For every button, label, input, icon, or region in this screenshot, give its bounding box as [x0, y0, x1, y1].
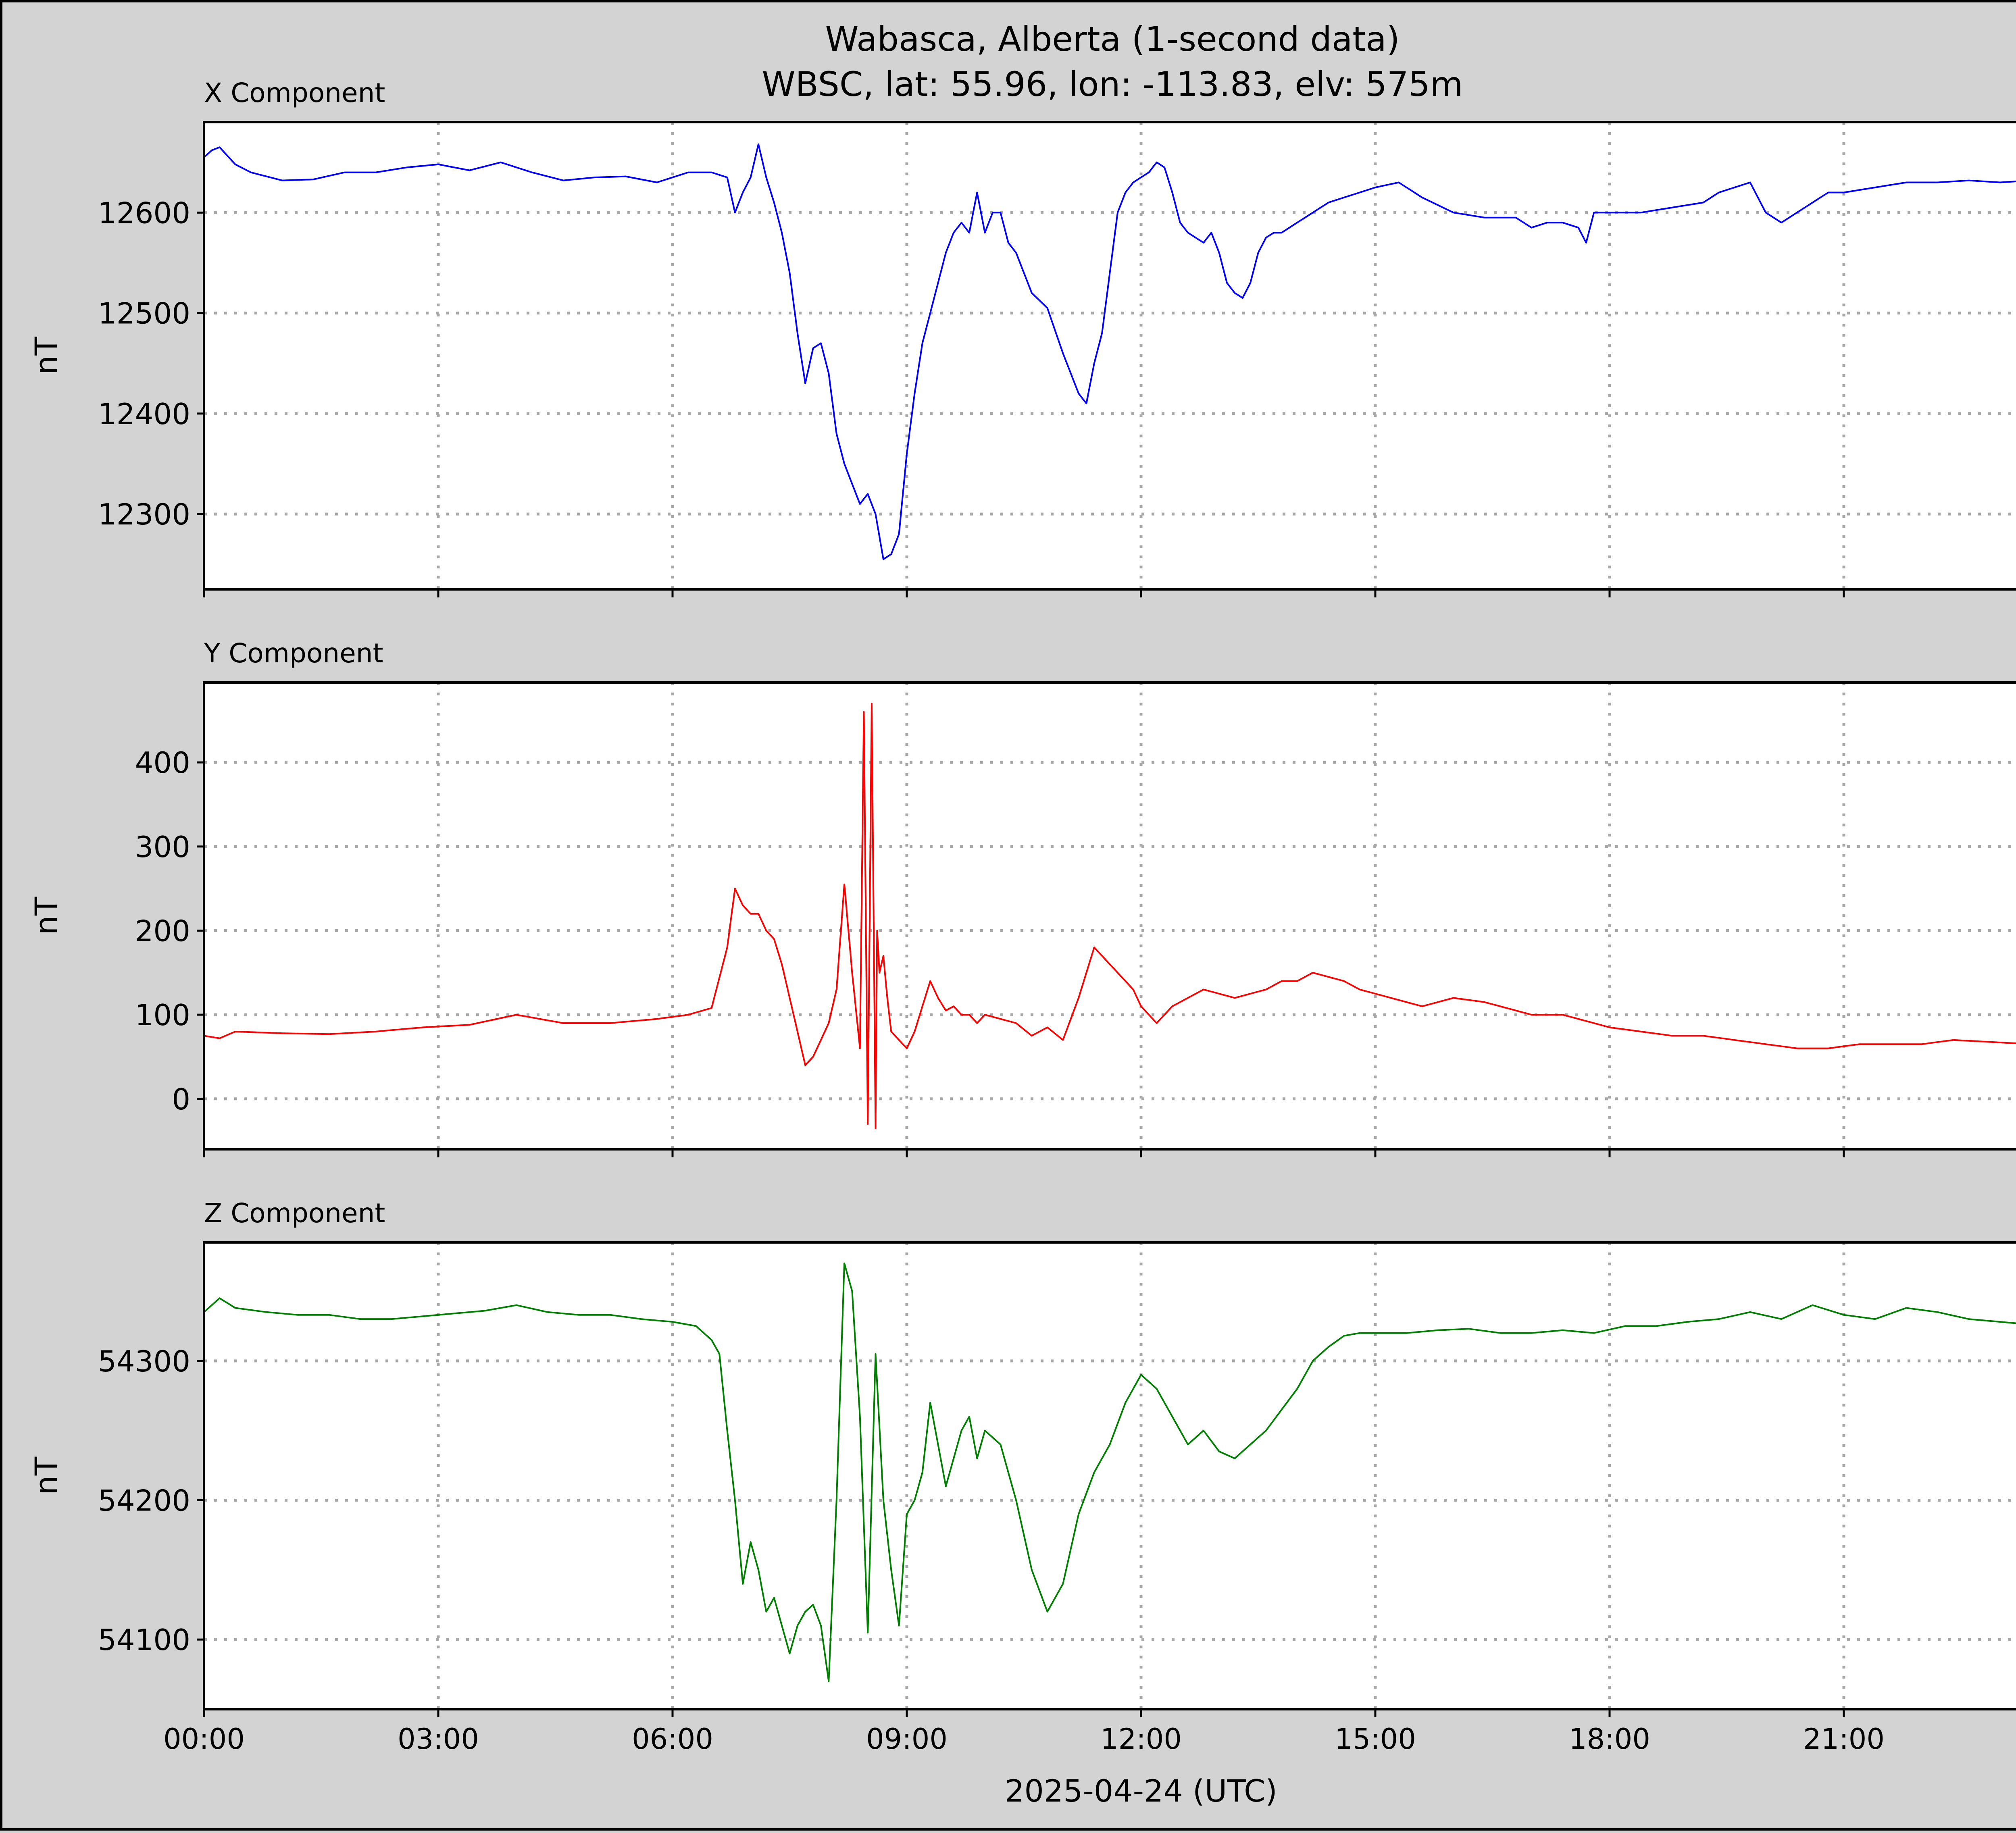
x-tick-label: 15:00 — [1335, 1723, 1416, 1756]
x-tick-label: 12:00 — [1100, 1723, 1182, 1756]
y-tick-label: 54200 — [98, 1483, 190, 1517]
chart-title: Wabasca, Alberta (1-second data) — [825, 19, 1400, 59]
y-tick-label: 12400 — [98, 397, 190, 431]
panel-1: 0 100 200 300 400 Y Component nT — [28, 638, 2016, 1157]
series-line — [203, 143, 2016, 560]
panel-0: 12300 12400 12500 12600 X Component nT — [28, 77, 2016, 597]
x-tick-label: 21:00 — [1803, 1723, 1885, 1756]
y-tick-label: 200 — [135, 914, 190, 948]
x-tick-label: 00:00 — [163, 1723, 245, 1756]
x-tick-label: 03:00 — [398, 1723, 479, 1756]
y-tick-label: 12300 — [98, 497, 190, 531]
y-axis-label: nT — [28, 337, 64, 375]
y-tick-label: 12500 — [98, 297, 190, 331]
plot-area — [204, 682, 2016, 1149]
y-tick-label: 300 — [135, 830, 190, 864]
y-tick-label: 100 — [135, 998, 190, 1032]
y-axis-label: nT — [28, 1456, 64, 1495]
plot-area — [204, 1242, 2016, 1709]
y-tick-label: 12600 — [98, 196, 190, 230]
y-tick-label: 0 — [172, 1082, 190, 1116]
panel-title: Z Component — [204, 1198, 385, 1229]
x-axis-label: 2025-04-24 (UTC) — [1005, 1773, 1277, 1809]
y-tick-label: 54100 — [98, 1623, 190, 1657]
series-line — [203, 1262, 2016, 1682]
x-tick-label: 09:00 — [866, 1723, 948, 1756]
panel-title: X Component — [204, 77, 385, 108]
plot-area — [204, 122, 2016, 589]
y-tick-label: 400 — [135, 746, 190, 780]
x-tick-label: 06:00 — [632, 1723, 713, 1756]
y-axis-label: nT — [28, 897, 64, 935]
chart-subtitle: WBSC, lat: 55.96, lon: -113.83, elv: 575… — [762, 64, 1463, 104]
series-line — [204, 703, 2016, 1129]
y-tick-label: 54300 — [98, 1344, 190, 1378]
panel-2: 54100 54200 54300 Z Component nT — [28, 1198, 2016, 1717]
panel-title: Y Component — [204, 638, 383, 669]
x-tick-label: 18:00 — [1569, 1723, 1650, 1756]
